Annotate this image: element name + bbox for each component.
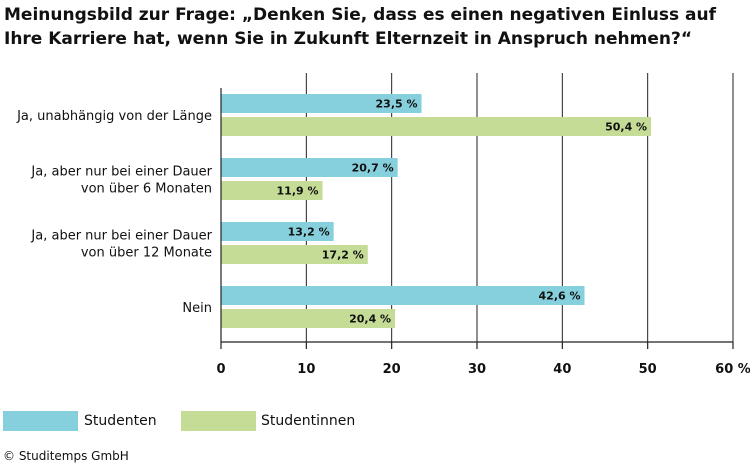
- data-label: 50,4 %: [605, 121, 647, 134]
- data-label: 20,4 %: [349, 313, 391, 326]
- source-note: © Studitemps GmbH: [3, 449, 129, 463]
- data-label: 23,5 %: [376, 98, 418, 111]
- bar-studentinnen-0: [221, 117, 652, 136]
- data-label: 42,6 %: [539, 290, 581, 303]
- x-tick-label: 20: [383, 362, 401, 377]
- category-label: von über 12 Monate: [81, 246, 212, 261]
- data-label: 17,2 %: [322, 249, 364, 262]
- category-label: Ja, aber nur bei einer Dauer: [30, 229, 212, 244]
- category-label: Ja, unabhängig von der Länge: [16, 109, 212, 124]
- bar-studentinnen-2: [221, 245, 368, 264]
- x-tick-label: 50: [639, 362, 657, 377]
- category-label: von über 6 Monaten: [81, 182, 212, 197]
- x-tick-label: 10: [297, 362, 315, 377]
- bar-studenten-3: [221, 286, 585, 305]
- bar-studenten-2: [221, 222, 334, 241]
- bar-studenten-0: [221, 94, 422, 113]
- data-label: 13,2 %: [288, 226, 330, 239]
- x-tick-label: 40: [553, 362, 571, 377]
- x-tick-label: 60 %: [715, 362, 750, 377]
- bar-chart: 23,5 % 20,7 % 13,2 % 42,6 % 50,4 % 11,9 % 17,2…: [16, 73, 750, 377]
- category-label: Nein: [182, 301, 212, 316]
- bar-studenten-1: [221, 158, 398, 177]
- bar-studentinnen-3: [221, 309, 396, 328]
- category-label: Ja, aber nur bei einer Dauer: [30, 165, 212, 180]
- legend-label-studenten: Studenten: [84, 413, 157, 429]
- legend-swatch-studentinnen: [181, 411, 256, 431]
- x-tick-label: 30: [468, 362, 486, 377]
- bar-studentinnen-1: [221, 181, 323, 200]
- legend-label-studentinnen: Studentinnen: [261, 413, 356, 429]
- chart-title: Meinungsbild zur Frage: „Denken Sie, das…: [4, 5, 716, 49]
- x-tick-label: 0: [216, 362, 225, 377]
- data-label: 11,9 %: [277, 185, 319, 198]
- data-label: 20,7 %: [352, 162, 394, 175]
- legend-swatch-studenten: [3, 411, 78, 431]
